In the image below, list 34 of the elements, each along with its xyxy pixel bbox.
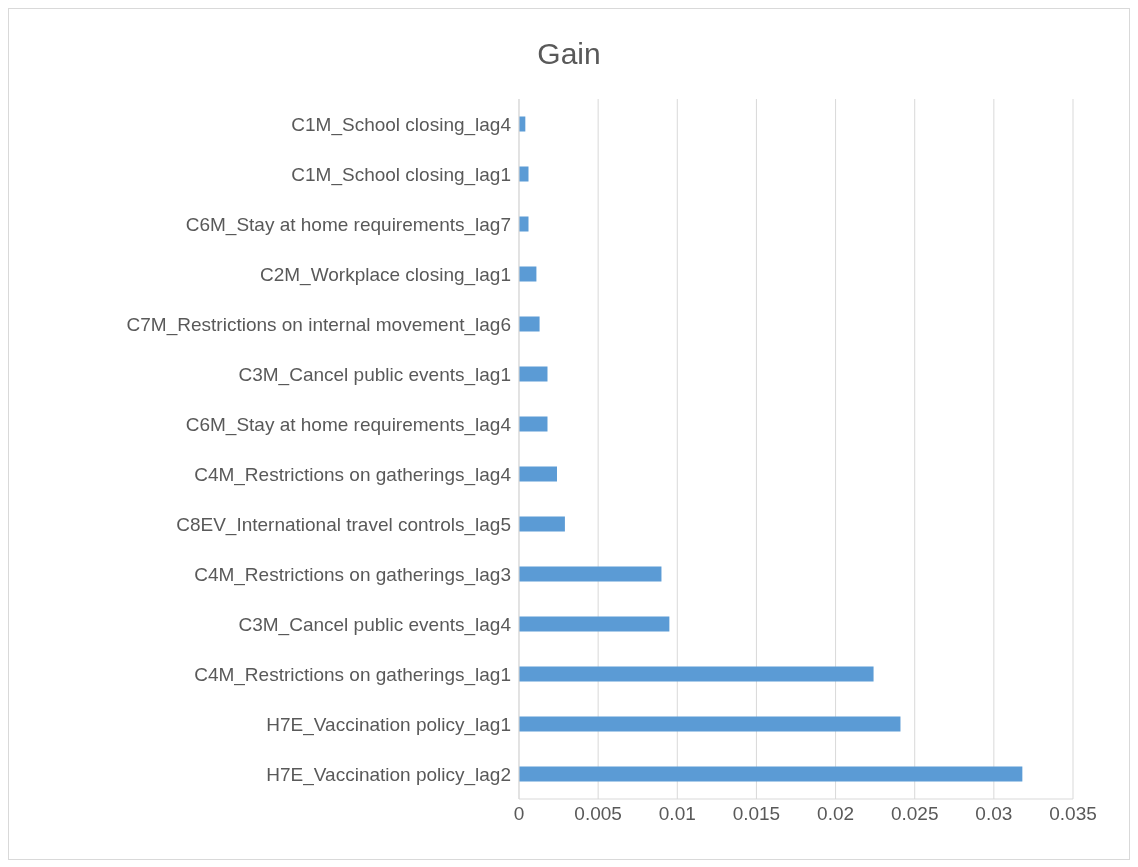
x-tick-label: 0.02 bbox=[817, 803, 855, 825]
y-tick-label: C1M_School closing_lag1 bbox=[291, 163, 511, 186]
y-tick-label: C3M_Cancel public events_lag4 bbox=[238, 613, 512, 636]
y-tick-label: C2M_Workplace closing_lag1 bbox=[260, 263, 511, 286]
y-tick-label: C8EV_International travel controls_lag5 bbox=[176, 513, 511, 536]
x-tick-label: 0.025 bbox=[890, 803, 939, 825]
x-tick-label: 0.01 bbox=[658, 803, 696, 825]
y-tick-label: C4M_Restrictions on gatherings_lag4 bbox=[194, 463, 512, 486]
x-tick-label: 0.035 bbox=[1049, 803, 1097, 825]
bar bbox=[519, 766, 1023, 782]
bar bbox=[519, 416, 548, 432]
y-tick-label: C6M_Stay at home requirements_lag4 bbox=[185, 413, 512, 436]
y-tick-label: C4M_Restrictions on gatherings_lag3 bbox=[194, 563, 511, 586]
y-tick-label: C4M_Restrictions on gatherings_lag1 bbox=[194, 663, 511, 686]
y-tick-label: C6M_Stay at home requirements_lag7 bbox=[185, 213, 511, 236]
bar bbox=[519, 616, 670, 632]
y-tick-label: H7E_Vaccination policy_lag1 bbox=[266, 713, 511, 736]
y-tick-label: C3M_Cancel public events_lag1 bbox=[238, 363, 511, 386]
x-tick-label: 0.015 bbox=[732, 803, 781, 825]
bar bbox=[519, 666, 874, 682]
chart-title: Gain bbox=[536, 36, 602, 72]
y-tick-label: C1M_School closing_lag4 bbox=[291, 113, 512, 136]
y-tick-label: H7E_Vaccination policy_lag2 bbox=[266, 763, 511, 786]
bar bbox=[519, 566, 662, 582]
x-tick-label: 0.005 bbox=[574, 803, 622, 825]
x-tick-label: 0.03 bbox=[975, 803, 1013, 825]
bar bbox=[519, 716, 901, 732]
y-tick-label: C7M_Restrictions on internal movement_lag6 bbox=[126, 313, 511, 336]
x-tick-label: 0 bbox=[513, 803, 525, 825]
bar bbox=[519, 266, 537, 282]
bar bbox=[519, 316, 540, 332]
bar bbox=[519, 516, 565, 532]
bar bbox=[519, 466, 557, 482]
bar bbox=[519, 366, 548, 382]
